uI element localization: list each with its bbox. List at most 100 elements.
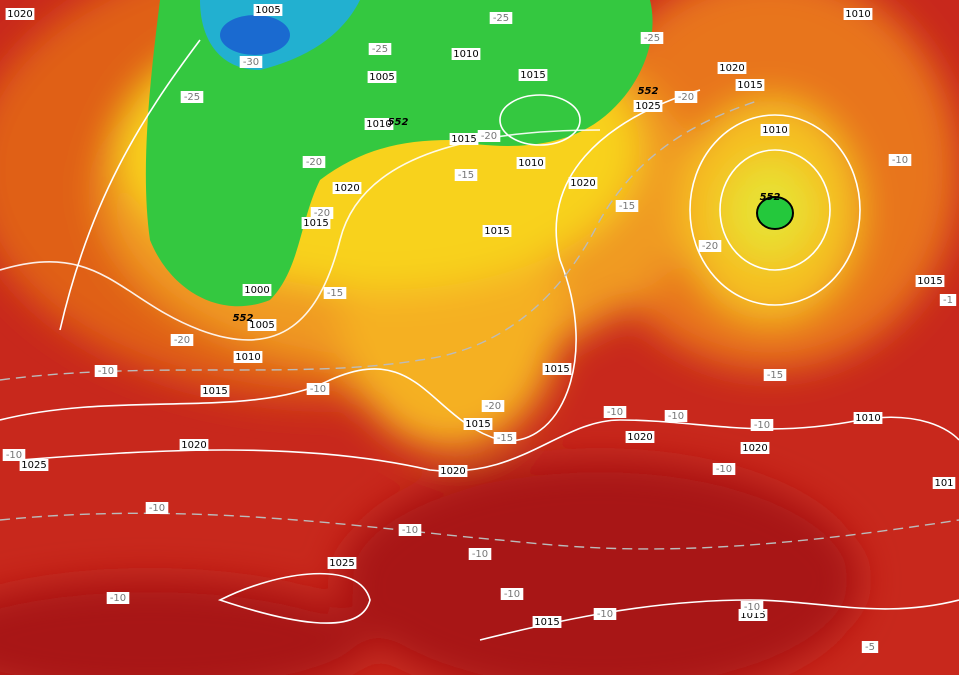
isobar-label-box: [532, 616, 562, 628]
isobar-label-box: [367, 71, 397, 83]
temperature-label: -10: [310, 384, 326, 395]
temperature-label: -10: [98, 366, 114, 377]
temperature-label: -10: [716, 464, 732, 475]
isobar-label: 1020: [440, 466, 465, 477]
isobar-label: 1015: [740, 610, 765, 621]
temperature-label: -20: [174, 335, 190, 346]
isobar-label-box: [438, 465, 468, 477]
temperature-label: -25: [493, 13, 509, 24]
isobar-label: 1015: [465, 419, 490, 430]
temperature-label-box: [593, 608, 617, 620]
temperature-label-box: [145, 502, 169, 514]
isobar-label: 1020: [742, 443, 767, 454]
geopotential-label: 552: [388, 117, 409, 128]
temperature-label-box: [603, 406, 627, 418]
temperature-label: -20: [314, 208, 330, 219]
isobar-label-box: [5, 8, 35, 20]
temperature-label: -20: [702, 241, 718, 252]
isobar-label: 1010: [762, 125, 787, 136]
temperature-label: -10: [402, 525, 418, 536]
temperature-label: -10: [607, 407, 623, 418]
temperature-label: -20: [306, 157, 322, 168]
isobar-label-box: [332, 182, 362, 194]
temperature-label: -25: [372, 44, 388, 55]
isobar-label: 1025: [329, 558, 354, 569]
isobar-label: 1000: [244, 285, 269, 296]
isobar-label: 1025: [635, 101, 660, 112]
isobar-label: 1020: [719, 63, 744, 74]
temperature-label-box: [861, 641, 879, 653]
isobar-label: 1015: [303, 218, 328, 229]
isotherms: [0, 99, 959, 550]
isobar-label-box: [451, 48, 481, 60]
isobar-label-box: [625, 431, 655, 443]
isobar-label-box: [853, 412, 883, 424]
isobar-label-box: [253, 4, 283, 16]
isobar-label-box: [19, 459, 49, 471]
isobar-label: 1020: [181, 440, 206, 451]
temperature-label: -25: [644, 33, 660, 44]
isobar-label: 1010: [235, 352, 260, 363]
isobar-label-box: [301, 217, 331, 229]
isobar-label-box: [247, 319, 277, 331]
isobar-label: 1015: [917, 276, 942, 287]
isobar-label-box: [542, 363, 572, 375]
temperature-label-box: [398, 524, 422, 536]
isobar-label: 1010: [518, 158, 543, 169]
isobar-label: 1020: [334, 183, 359, 194]
isobar-label-box: [463, 418, 493, 430]
temperature-label-box: [493, 432, 517, 444]
temperature-label-box: [180, 91, 204, 103]
isobar-label-box: [200, 385, 230, 397]
isobar-label: 1015: [484, 226, 509, 237]
temperature-label-box: [310, 207, 334, 219]
isobar-label: 1015: [520, 70, 545, 81]
temperature-label: -20: [678, 92, 694, 103]
isobar-label: 1005: [249, 320, 274, 331]
temperature-label: -5: [865, 642, 875, 653]
isobar-label-box: [518, 69, 548, 81]
isobar-label: 1025: [21, 460, 46, 471]
temperature-label: -10: [597, 609, 613, 620]
isobar-label: 1005: [255, 5, 280, 16]
isobar-label: 1015: [534, 617, 559, 628]
isobar-label: 1015: [737, 80, 762, 91]
geopotential-label: 552: [638, 86, 659, 97]
temperature-label-box: [302, 156, 326, 168]
isobar-label-box: [633, 100, 663, 112]
isobar-label: 1005: [369, 72, 394, 83]
temperature-label-box: [468, 548, 492, 560]
isobar-label: 1010: [855, 413, 880, 424]
isobar-label-box: [843, 8, 873, 20]
temperature-label-box: [888, 154, 912, 166]
temperature-label-box: [763, 369, 787, 381]
temperature-label: -30: [243, 57, 259, 68]
isobar-label-box: [932, 477, 956, 489]
isobar-label: 1020: [7, 9, 32, 20]
labels: 1020 100510101015100510101015101010201015…: [2, 4, 957, 653]
temperature-label: -10: [744, 602, 760, 613]
isobar-label: 101: [934, 478, 953, 489]
isobar-label-box: [717, 62, 747, 74]
temperature-label: -10: [504, 589, 520, 600]
temperature-label-box: [698, 240, 722, 252]
isobar-label-box: [516, 157, 546, 169]
temperature-label-box: [368, 43, 392, 55]
isobar-label-box: [179, 439, 209, 451]
isobar-label-box: [242, 284, 272, 296]
temperature-label: -20: [481, 131, 497, 142]
geopotential-label: 552: [760, 192, 781, 203]
temperature-label-box: [615, 200, 639, 212]
temperature-label-box: [750, 419, 774, 431]
temperature-label-box: [740, 601, 764, 613]
temperature-label-box: [674, 91, 698, 103]
temperature-label-box: [323, 287, 347, 299]
temperature-label-box: [170, 334, 194, 346]
temperature-label: -10: [472, 549, 488, 560]
temperature-label: -10: [6, 450, 22, 461]
temperature-label: -15: [497, 433, 513, 444]
temperature-label: -25: [184, 92, 200, 103]
isobar-label: 1010: [366, 119, 391, 130]
temperature-label: -10: [110, 593, 126, 604]
